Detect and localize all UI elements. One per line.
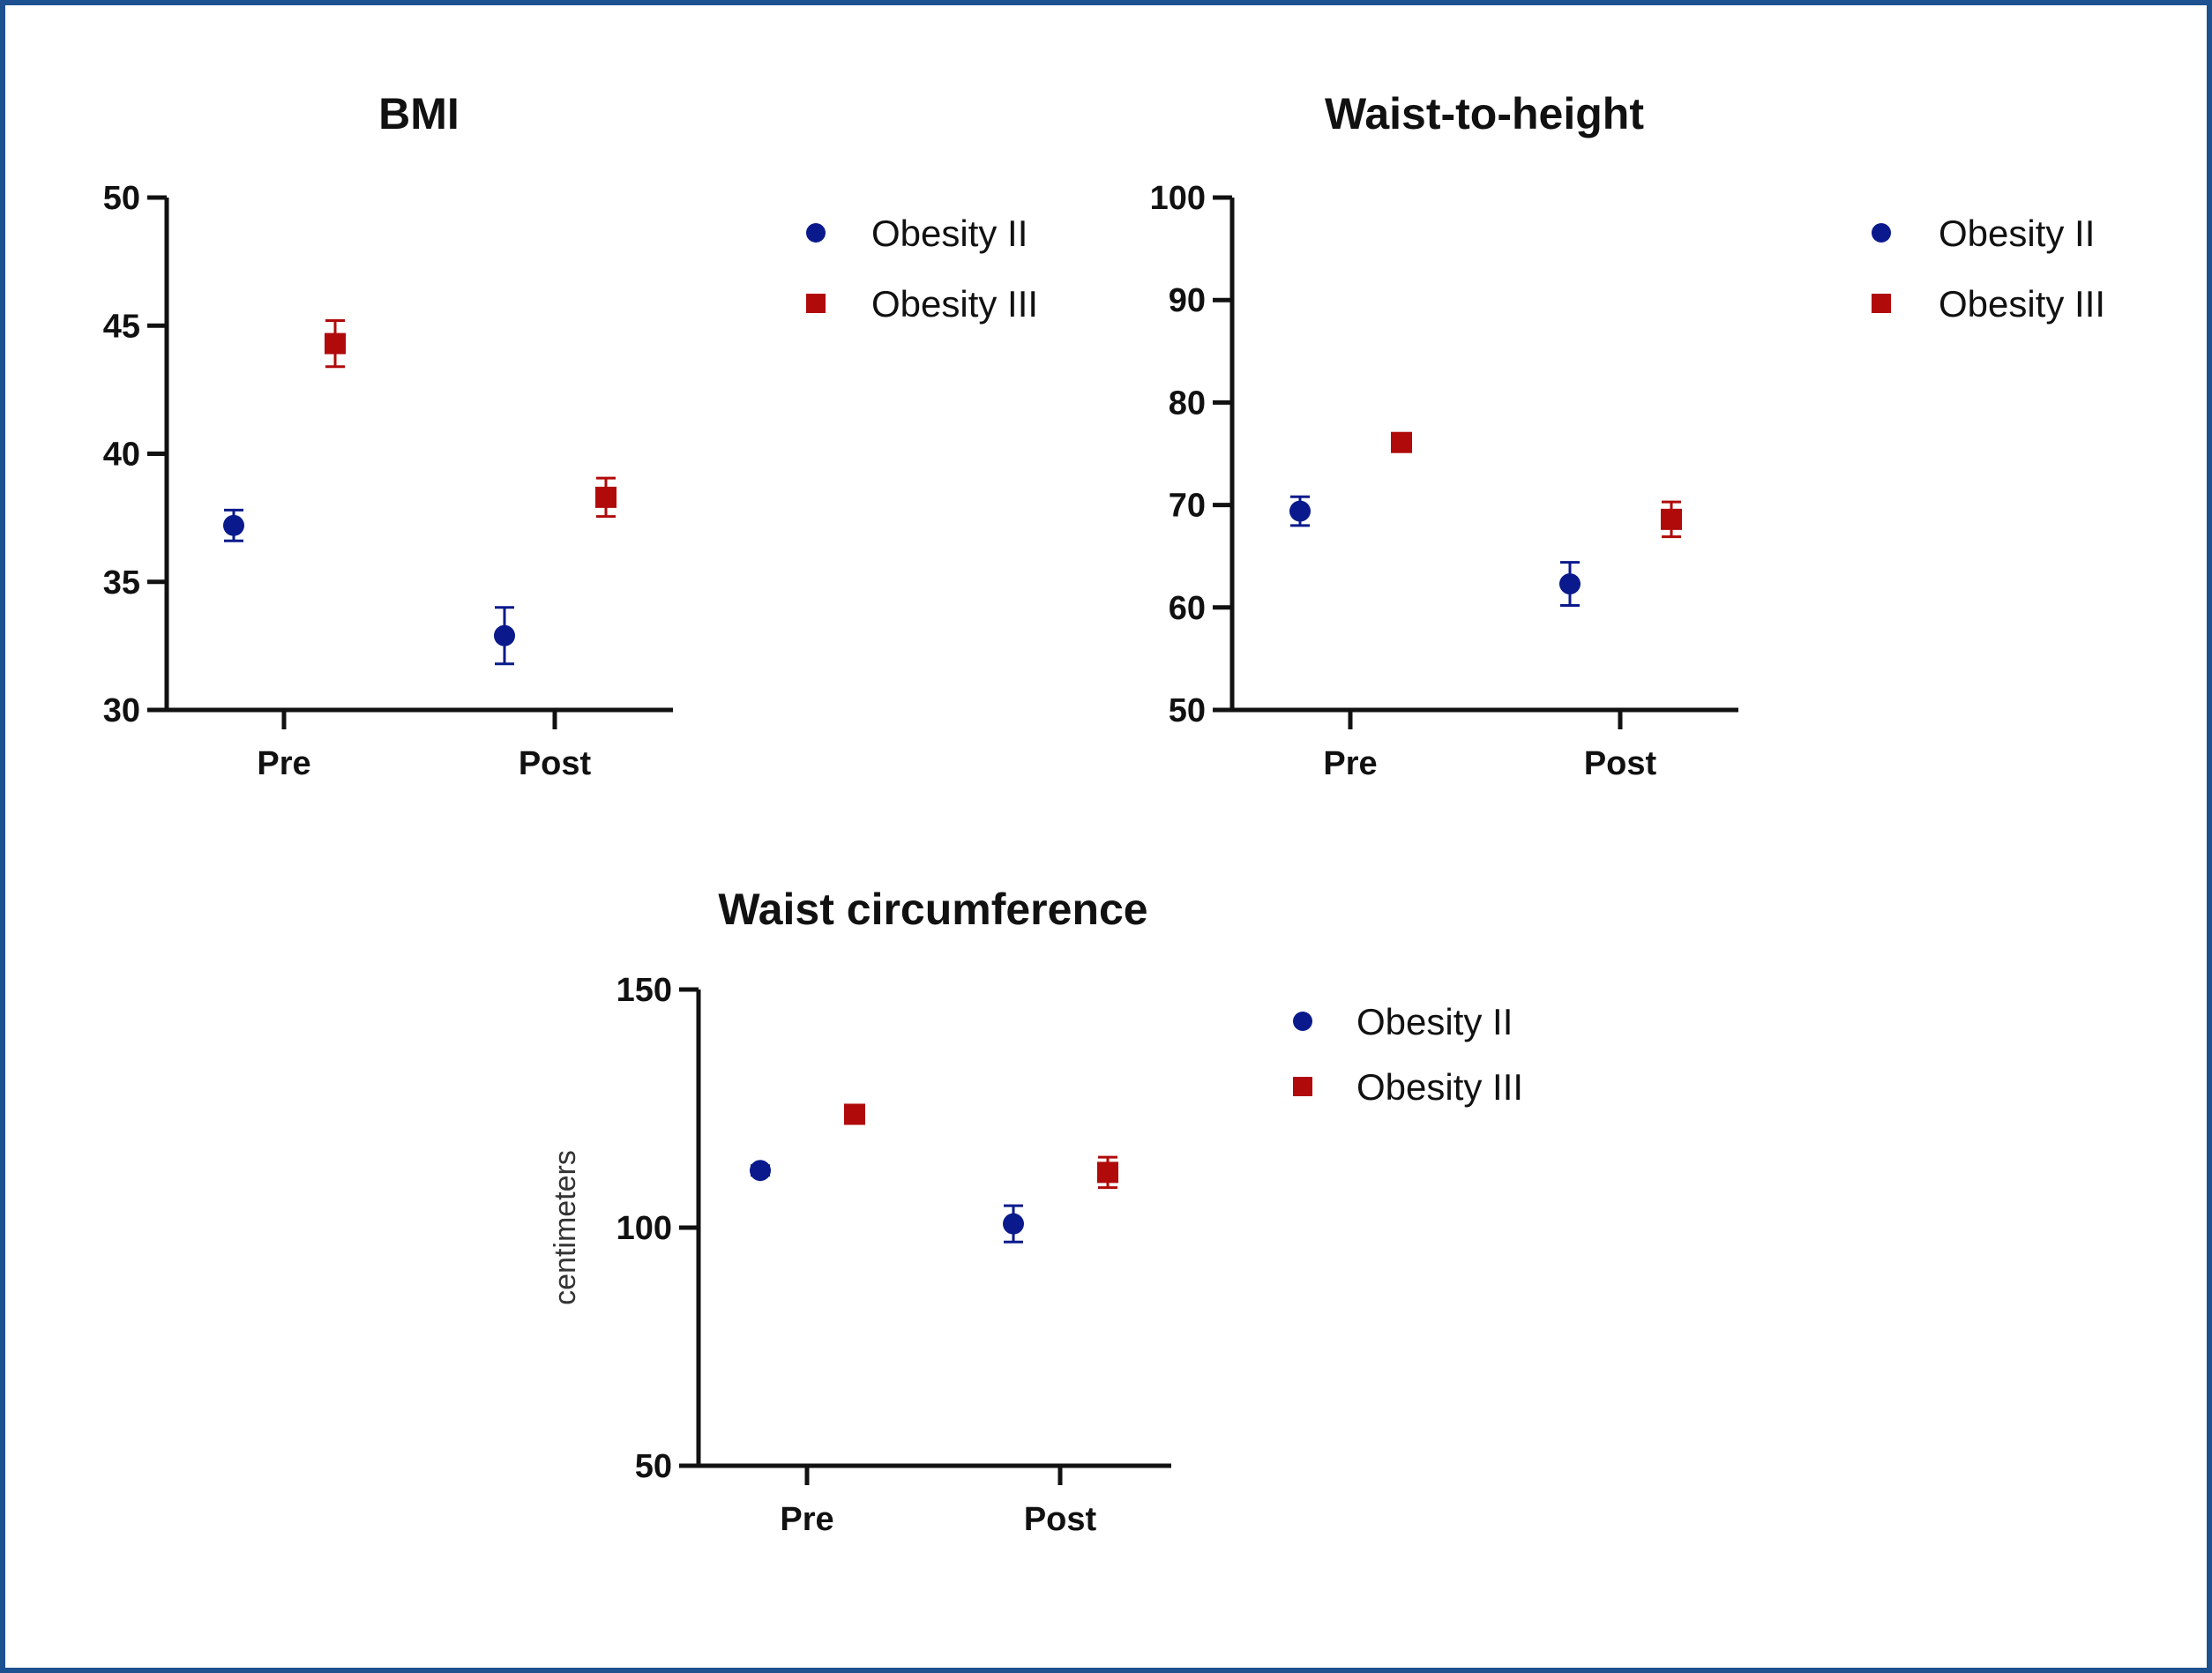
data-point-obesity-iii bbox=[325, 332, 346, 355]
x-tick-label: Pre bbox=[1323, 745, 1377, 782]
legend-marker bbox=[806, 223, 826, 243]
chart-title: Waist circumference bbox=[718, 885, 1147, 934]
y-tick-label: 60 bbox=[1169, 590, 1206, 627]
legend-label: Obesity II bbox=[1356, 1001, 1513, 1042]
data-point-obesity-ii bbox=[494, 624, 515, 646]
legend-label: Obesity II bbox=[1939, 213, 2095, 254]
y-axis-label: centimeters bbox=[549, 1150, 582, 1305]
y-tick-label: 40 bbox=[103, 437, 140, 474]
y-tick-label: 30 bbox=[103, 692, 140, 729]
y-tick-label: 150 bbox=[617, 972, 672, 1009]
data-point-obesity-ii bbox=[750, 1160, 771, 1182]
data-point-obesity-ii bbox=[1003, 1213, 1024, 1235]
data-point-obesity-ii bbox=[1559, 573, 1581, 595]
x-tick-label: Post bbox=[1024, 1501, 1097, 1538]
legend-label: Obesity III bbox=[871, 283, 1038, 325]
y-tick-label: 50 bbox=[1169, 692, 1206, 729]
chart-2: Waist circumference 50 100 150 Pre Post centim… bbox=[549, 885, 1523, 1538]
x-tick-label: Post bbox=[1584, 745, 1657, 782]
data-point-obesity-iii bbox=[1097, 1161, 1118, 1184]
chart-title: Waist-to-height bbox=[1325, 89, 1644, 138]
y-tick-label: 35 bbox=[103, 564, 140, 601]
data-point-obesity-iii bbox=[595, 486, 617, 508]
y-tick-label: 50 bbox=[103, 180, 140, 217]
y-tick-label: 100 bbox=[617, 1210, 672, 1247]
chart-title: BMI bbox=[378, 89, 460, 138]
legend-marker bbox=[1293, 1077, 1312, 1096]
legend-label: Obesity II bbox=[871, 213, 1028, 254]
x-tick-label: Pre bbox=[780, 1501, 833, 1538]
data-point-obesity-ii bbox=[1289, 500, 1311, 522]
data-point-obesity-iii bbox=[1661, 508, 1682, 530]
legend-label: Obesity III bbox=[1356, 1066, 1523, 1108]
legend-marker bbox=[1293, 1012, 1312, 1031]
y-tick-label: 80 bbox=[1169, 385, 1206, 422]
data-point-obesity-iii bbox=[1391, 431, 1412, 453]
legend-marker bbox=[1872, 294, 1891, 313]
legend-label: Obesity III bbox=[1939, 283, 2105, 325]
legend-marker bbox=[806, 294, 826, 313]
data-point-obesity-iii bbox=[844, 1103, 865, 1125]
y-tick-label: 50 bbox=[635, 1448, 672, 1485]
y-tick-label: 100 bbox=[1150, 180, 1206, 217]
x-tick-label: Pre bbox=[257, 745, 310, 782]
legend-marker bbox=[1872, 223, 1891, 243]
chart-0: BMI 30 35 40 45 50 Pre Post Obesity II Obesity II… bbox=[103, 89, 1038, 782]
x-tick-label: Post bbox=[519, 745, 592, 782]
data-point-obesity-ii bbox=[223, 514, 244, 536]
y-tick-label: 90 bbox=[1169, 282, 1206, 319]
y-tick-label: 45 bbox=[103, 308, 140, 345]
chart-1: Waist-to-height 50 60 70 80 90 100 Pre Post Obesi… bbox=[1150, 89, 2105, 782]
y-tick-label: 70 bbox=[1169, 488, 1206, 525]
